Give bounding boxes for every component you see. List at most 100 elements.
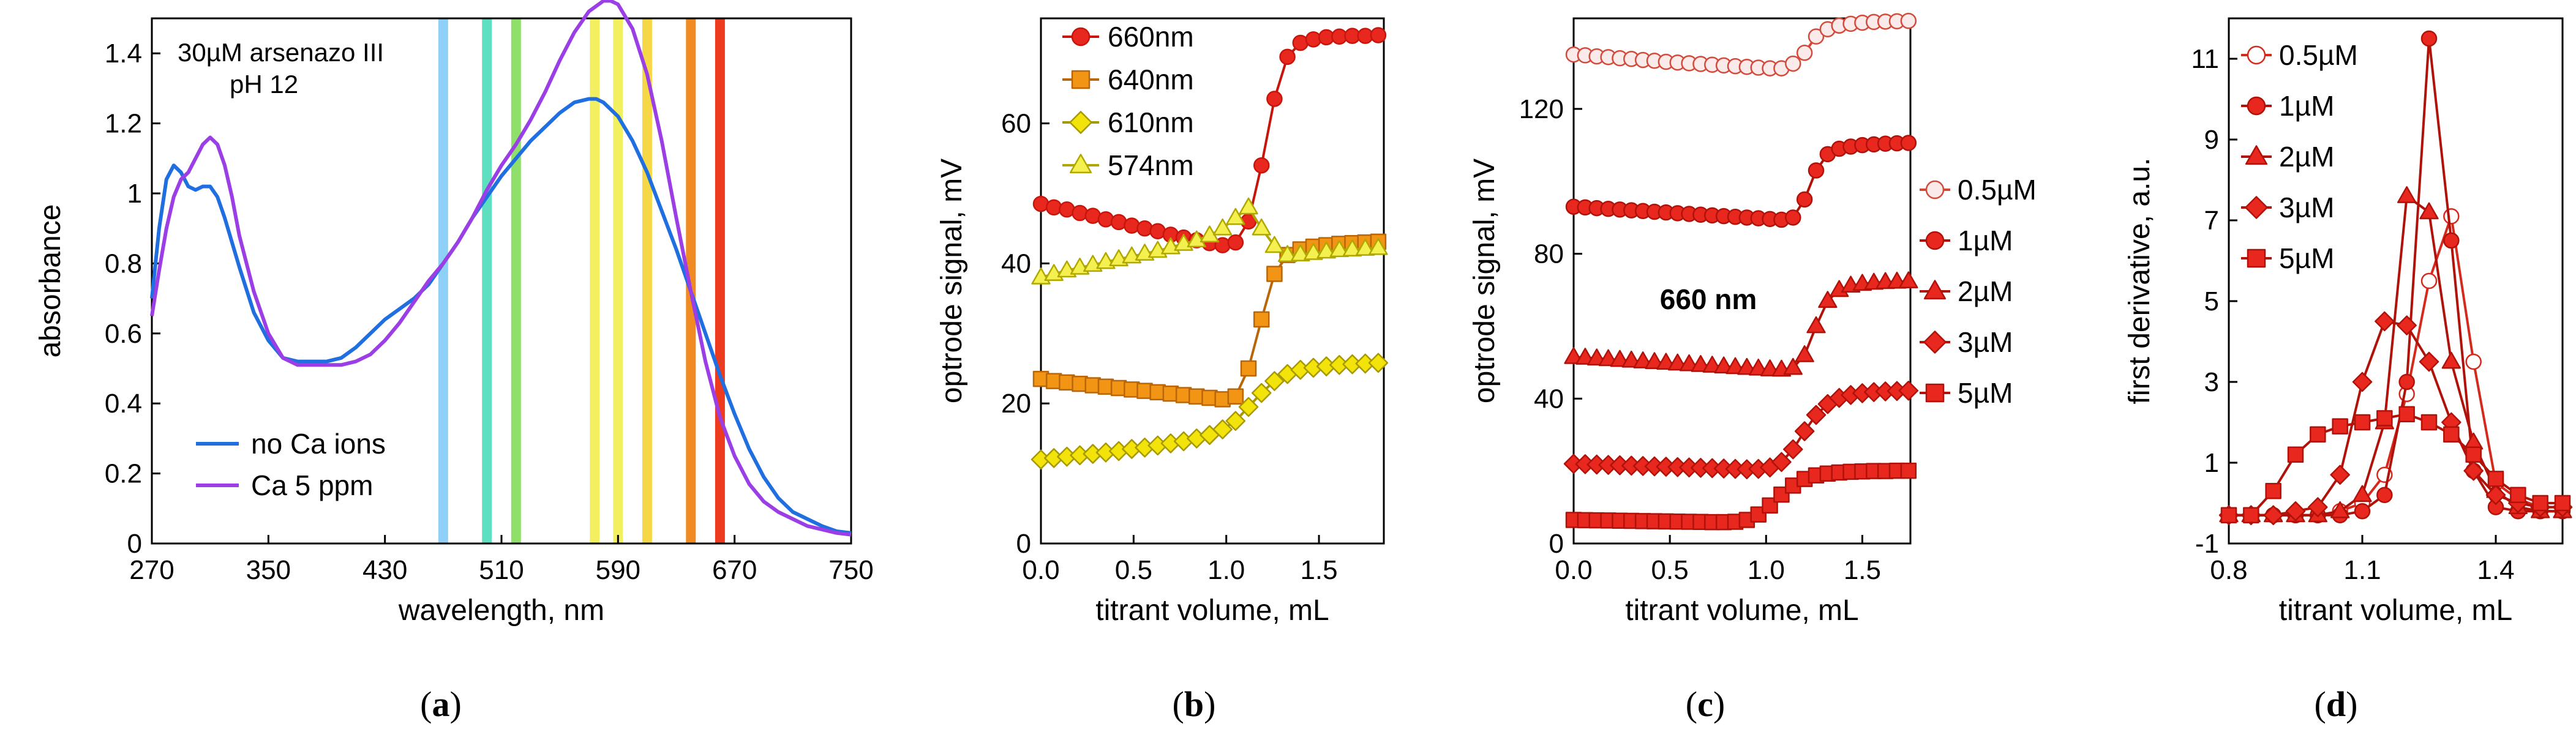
- x-tick-label: 270: [129, 555, 174, 585]
- data-point: [1342, 239, 1362, 256]
- legend-marker: [1071, 27, 1091, 47]
- y-tick-label: 11: [2191, 44, 2219, 74]
- x-tick-label: 0.5: [1115, 555, 1152, 585]
- data-point: [1072, 204, 1088, 222]
- data-point: [2485, 485, 2506, 506]
- legend-label: 2µM: [2279, 141, 2334, 173]
- data-point: [1645, 352, 1664, 369]
- y-tick-label: 40: [1534, 384, 1564, 414]
- y-tick-label: 7: [2204, 206, 2219, 236]
- panel-label-part: ): [1204, 684, 1215, 724]
- data-point: [1238, 397, 1259, 417]
- legend-label: 574nm: [1108, 149, 1194, 181]
- y-axis-label: first derivative, a.u.: [2124, 158, 2156, 405]
- series-line-4: [2229, 320, 2563, 517]
- data-point: [1225, 411, 1246, 431]
- data-point: [2332, 418, 2348, 435]
- panel-label: (b): [1173, 684, 1216, 724]
- legend-label: 3µM: [1958, 326, 2013, 358]
- y-tick-label: 0.4: [105, 389, 142, 419]
- data-point: [2354, 414, 2371, 431]
- wavelength-band-500: [482, 18, 492, 543]
- x-tick-label: 670: [712, 555, 757, 585]
- data-point: [1214, 391, 1231, 408]
- data-point: [2243, 507, 2259, 524]
- y-tick-label: 0.8: [105, 248, 142, 278]
- wavelength-band-520: [511, 18, 521, 543]
- x-tick-label: 750: [828, 555, 873, 585]
- data-point: [2397, 186, 2417, 203]
- data-point: [2554, 495, 2571, 512]
- y-tick-label: 3: [2204, 367, 2219, 397]
- data-point: [2398, 406, 2415, 423]
- panel-label-part: ): [1713, 684, 1725, 724]
- data-point: [2465, 353, 2482, 370]
- x-tick-label: 1.5: [1844, 555, 1881, 585]
- legend-marker: [1925, 231, 1945, 250]
- data-point: [2308, 497, 2328, 517]
- data-point: [1656, 353, 1676, 370]
- annotation-text: pH 12: [230, 70, 298, 99]
- y-tick-label: 120: [1519, 94, 1564, 124]
- legend-marker: [1071, 70, 1091, 89]
- x-axis-label: titrant volume, mL: [1095, 594, 1329, 627]
- panel-label: (c): [1686, 684, 1725, 724]
- data-point: [2310, 426, 2326, 443]
- data-point: [2376, 487, 2393, 504]
- data-point: [2443, 232, 2460, 249]
- data-point: [1598, 349, 1618, 367]
- data-point: [2465, 446, 2482, 463]
- data-point: [2376, 410, 2393, 427]
- data-point: [2464, 432, 2484, 450]
- data-point: [1251, 383, 1272, 403]
- wavelength-band-640: [686, 18, 696, 543]
- data-point: [2354, 502, 2371, 520]
- data-point: [2397, 315, 2417, 335]
- legend-marker: [1069, 154, 1092, 174]
- data-point: [1240, 360, 1257, 377]
- legend-marker: [2247, 248, 2266, 268]
- legend-label: Ca 5 ppm: [251, 469, 373, 501]
- data-point: [1239, 197, 1258, 215]
- data-point: [2285, 501, 2306, 521]
- legend-marker: [1925, 180, 1945, 200]
- data-point: [2352, 372, 2373, 392]
- series-line-2: [150, 0, 852, 537]
- data-point: [1329, 240, 1349, 258]
- legend-label: 5µM: [2279, 242, 2334, 274]
- data-point: [1253, 157, 1270, 174]
- legend-marker: [2247, 45, 2266, 65]
- series-line-4: [1573, 389, 1909, 471]
- data-point: [1795, 345, 1814, 362]
- data-point: [1097, 211, 1114, 228]
- legend-label: 1µM: [1958, 225, 2013, 256]
- data-point: [1691, 355, 1711, 372]
- data-point: [2419, 202, 2439, 220]
- data-point: [1279, 48, 1296, 65]
- y-axis-label: optrode signal, mV: [936, 159, 968, 403]
- y-tick-label: -1: [2195, 529, 2219, 559]
- y-tick-label: 0: [127, 529, 142, 559]
- data-point: [1806, 405, 1827, 425]
- x-tick-label: 1.5: [1300, 555, 1337, 585]
- data-point: [2330, 465, 2350, 485]
- wavelength-band-590: [613, 18, 623, 543]
- x-tick-label: 1.1: [2343, 555, 2381, 585]
- x-axis-label: wavelength, nm: [398, 594, 604, 627]
- data-point: [1899, 271, 1918, 289]
- data-point: [1796, 191, 1813, 208]
- panel-label-part: ): [2346, 684, 2357, 724]
- data-point: [1898, 381, 1919, 401]
- data-point: [1369, 237, 1388, 255]
- legend-label: 660nm: [1108, 21, 1194, 53]
- data-point: [2353, 485, 2372, 502]
- x-tick-label: 350: [246, 555, 291, 585]
- x-tick-label: 1.0: [1748, 555, 1785, 585]
- data-point: [1370, 27, 1387, 43]
- plot-frame: [2228, 17, 2564, 545]
- panel-label: (a): [420, 684, 462, 724]
- data-point: [1212, 419, 1233, 439]
- panel-2: 0.0 0.5 1.0 1.5 0 20 40 60 titrant volume, mL opt…: [936, 17, 1389, 724]
- legend-label: 5µM: [1958, 377, 2013, 409]
- x-tick-label: 1.4: [2477, 555, 2514, 585]
